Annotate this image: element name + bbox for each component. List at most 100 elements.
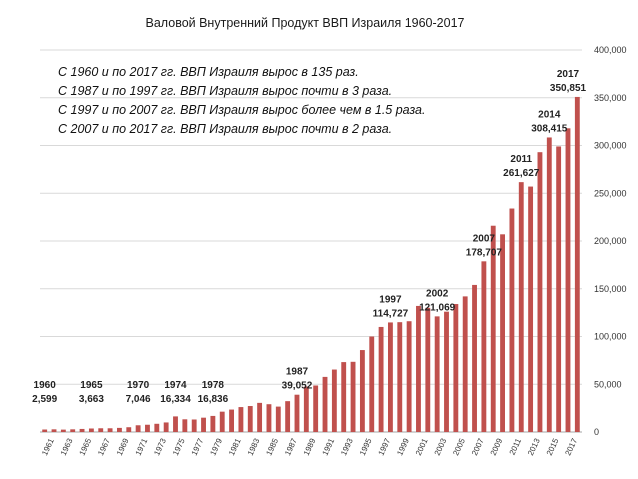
bar-2016 <box>565 128 571 432</box>
bar-2011 <box>518 182 524 432</box>
y-tick-label: 100,000 <box>594 332 627 342</box>
bar-1978 <box>210 415 216 432</box>
annotation-year: 2017 <box>557 69 580 80</box>
bar-1984 <box>266 404 272 432</box>
x-tick-label: 1961 <box>40 437 56 457</box>
x-tick-label: 2005 <box>451 437 467 457</box>
bars <box>42 96 580 433</box>
bar-1997 <box>388 322 393 432</box>
bar-1968 <box>117 427 122 432</box>
bar-1971 <box>145 424 150 432</box>
x-tick-label: 2015 <box>545 437 561 457</box>
y-tick-label: 250,000 <box>594 188 627 198</box>
bar-1992 <box>341 362 347 432</box>
value-annotations: 1960 2,599 1965 3,663 1970 7,046 1974 16,334 197… <box>32 69 586 405</box>
y-axis-ticks: 0 50,000 100,000 150,000 200,000 250,000 300,0… <box>594 45 627 437</box>
annotation-year: 1987 <box>286 367 309 378</box>
bar-1966 <box>98 428 104 432</box>
bar-1996 <box>378 326 384 432</box>
x-tick-label: 1991 <box>320 437 336 457</box>
bar-1973 <box>163 422 169 432</box>
x-tick-label: 1985 <box>264 437 280 457</box>
annotation-value: 39,052 <box>282 381 313 392</box>
bar-1977 <box>201 417 206 432</box>
bar-1970 <box>135 425 141 432</box>
annotation-value: 7,046 <box>126 394 151 405</box>
x-axis-ticks: 1961 1963 1965 1967 1969 1971 1973 1975 1977 1979… <box>40 437 579 457</box>
bar-2009 <box>500 234 505 432</box>
y-tick-label: 150,000 <box>594 284 627 294</box>
bar-1993 <box>350 361 356 432</box>
gridlines <box>40 49 582 433</box>
annotation-value: 16,334 <box>160 394 191 405</box>
bar-1994 <box>359 350 365 432</box>
x-tick-label: 1977 <box>190 437 206 457</box>
x-tick-label: 1997 <box>377 437 393 457</box>
annotation-year: 2014 <box>538 109 561 120</box>
bar-1998 <box>397 322 403 432</box>
y-tick-label: 300,000 <box>594 141 627 151</box>
x-tick-label: 1987 <box>283 437 299 457</box>
bar-1995 <box>369 336 375 432</box>
bar-1975 <box>182 419 188 432</box>
note-line-1: С 1960 и по 2017 гг. ВВП Израиля вырос в… <box>58 65 359 79</box>
x-tick-label: 1963 <box>59 437 75 457</box>
bar-1982 <box>247 406 253 432</box>
bar-2001 <box>425 307 431 432</box>
annotation-year: 2011 <box>510 154 532 165</box>
bar-2007 <box>481 261 487 432</box>
x-tick-label: 1965 <box>78 437 94 457</box>
bar-2013 <box>537 152 543 432</box>
annotation-value: 2,599 <box>32 394 57 405</box>
bar-2008 <box>490 225 496 432</box>
bar-1976 <box>191 419 197 432</box>
x-tick-label: 1995 <box>358 437 374 457</box>
x-tick-label: 1971 <box>134 437 150 457</box>
bar-1972 <box>154 423 160 432</box>
annotation-year: 2007 <box>473 233 496 244</box>
y-tick-label: 200,000 <box>594 236 627 246</box>
annotation-year: 1970 <box>127 380 150 391</box>
note-line-3: С 1997 и по 2007 гг. ВВП Израиля вырос б… <box>58 103 425 117</box>
annotation-value: 114,727 <box>373 308 409 319</box>
x-tick-label: 1975 <box>171 437 187 457</box>
x-tick-label: 1973 <box>152 437 168 457</box>
chart-title: Валовой Внутренний Продукт ВВП Израиля 1… <box>146 16 465 30</box>
x-tick-label: 1993 <box>339 437 355 457</box>
annotation-year: 2002 <box>426 288 449 299</box>
bar-1981 <box>238 407 244 432</box>
x-tick-label: 2007 <box>470 437 486 457</box>
bar-1969 <box>126 427 132 432</box>
annotation-value: 261,627 <box>503 168 540 179</box>
x-tick-label: 1969 <box>115 437 131 457</box>
bar-1967 <box>107 428 113 432</box>
annotation-value: 178,707 <box>466 247 503 258</box>
bar-1965 <box>88 428 94 432</box>
bar-1983 <box>257 402 263 432</box>
bar-1999 <box>406 321 412 432</box>
bar-1960 <box>42 429 48 432</box>
bar-2005 <box>462 296 468 432</box>
x-tick-label: 2003 <box>433 437 449 457</box>
bar-1963 <box>70 429 76 432</box>
annotation-value: 308,415 <box>531 123 568 134</box>
note-line-2: С 1987 и по 1997 гг. ВВП Израиля вырос п… <box>58 84 392 98</box>
annotation-year: 1997 <box>379 294 402 305</box>
x-tick-label: 1981 <box>227 437 243 457</box>
y-tick-label: 400,000 <box>594 45 627 55</box>
annotation-year: 1978 <box>202 380 225 391</box>
x-tick-label: 2013 <box>526 437 542 457</box>
x-tick-label: 2001 <box>414 437 430 457</box>
x-tick-label: 2017 <box>563 437 579 457</box>
x-tick-label: 2009 <box>489 437 505 457</box>
bar-1985 <box>275 406 281 432</box>
summary-notes: С 1960 и по 2017 гг. ВВП Израиля вырос в… <box>58 65 425 136</box>
annotation-value: 3,663 <box>79 394 104 405</box>
y-tick-label: 50,000 <box>594 379 622 389</box>
annotation-year: 1974 <box>164 380 187 391</box>
y-tick-label: 0 <box>594 427 599 437</box>
bar-1990 <box>322 376 328 432</box>
bar-2003 <box>444 311 449 432</box>
x-tick-label: 1999 <box>395 437 411 457</box>
